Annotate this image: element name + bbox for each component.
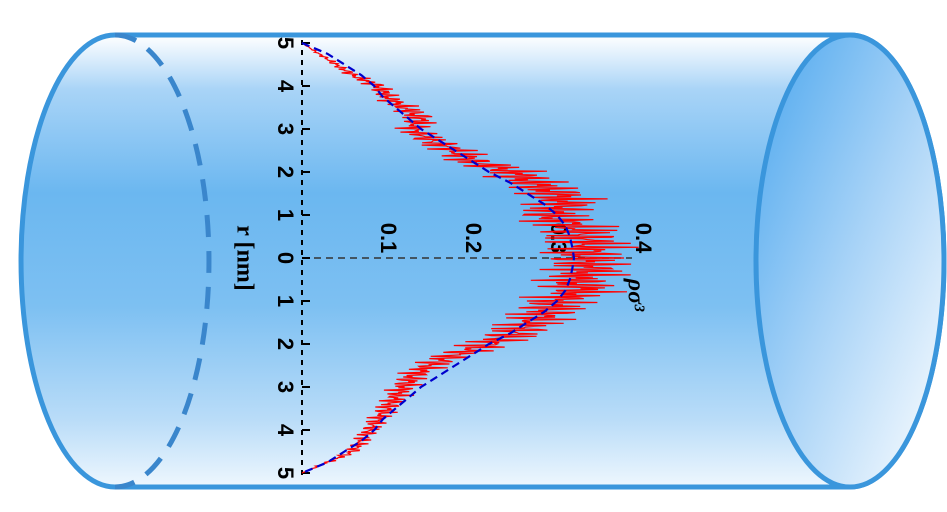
rho-axis-title: ρσ³ xyxy=(622,278,648,312)
series-layer xyxy=(301,41,639,475)
r-axis-ticks: 5 4 3 2 1 0 1 2 3 4 5 xyxy=(273,37,310,479)
r-tick-label: 4 xyxy=(273,80,298,93)
r-tick-label: 3 xyxy=(273,123,298,135)
r-tick-label: 2 xyxy=(273,166,298,178)
density-profile-noisy-line xyxy=(301,42,639,474)
r-tick-label: 1 xyxy=(273,295,298,307)
r-tick-label: 3 xyxy=(273,381,298,393)
r-tick-label: 1 xyxy=(273,209,298,221)
rho-tick-label: 0.1 xyxy=(376,223,401,254)
r-tick-label: 5 xyxy=(273,467,298,479)
r-tick-label: 0 xyxy=(273,252,298,264)
r-tick-label: 2 xyxy=(273,338,298,350)
r-tick-label: 4 xyxy=(273,424,298,437)
rho-tick-label: 0.2 xyxy=(461,223,486,254)
cylinder-left-hidden-edge xyxy=(114,32,212,490)
r-axis-title: r [nm] xyxy=(231,225,257,291)
rho-tick-label: 0.4 xyxy=(631,223,656,254)
r-tick-label: 5 xyxy=(273,37,298,49)
density-profile-smooth-line xyxy=(301,41,576,475)
cylinder-right-cap xyxy=(753,32,947,490)
